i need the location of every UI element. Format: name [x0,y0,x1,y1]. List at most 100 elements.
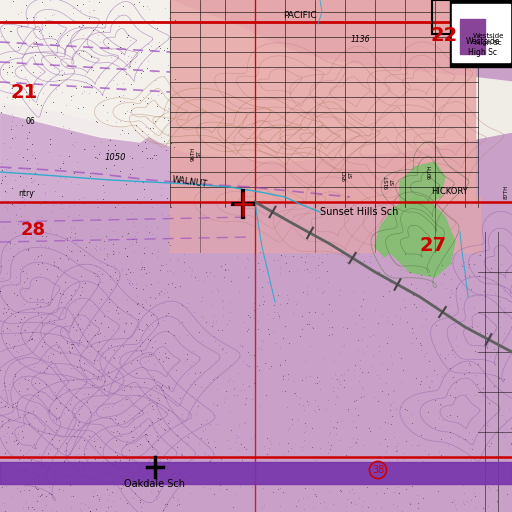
Point [486,352,494,360]
Point [72,413,80,421]
Point [1,402,9,410]
Point [496,381,504,389]
Point [139,285,147,293]
Point [87,62,95,71]
Point [154,486,162,495]
Point [206,419,215,428]
Point [301,484,309,492]
Point [237,440,245,449]
Point [20,300,28,308]
Point [447,289,456,297]
Point [140,244,148,252]
Point [112,274,120,282]
Point [93,203,101,211]
Point [148,154,156,162]
Point [186,361,194,370]
Point [139,303,147,311]
Point [66,152,74,160]
Point [280,371,288,379]
Point [121,180,130,188]
Point [248,395,257,403]
Point [116,494,124,502]
Point [23,274,31,283]
Point [74,310,82,318]
Point [15,474,24,482]
Point [358,368,367,376]
Point [226,375,234,383]
Point [451,501,459,509]
Point [330,370,338,378]
Point [45,147,53,156]
Point [148,230,157,239]
Point [444,350,452,358]
Point [399,296,407,304]
Point [79,103,87,112]
Point [8,110,16,118]
Point [260,296,268,305]
Point [86,507,94,512]
Point [507,439,512,447]
Point [128,471,136,479]
Point [129,154,137,162]
Point [6,239,14,247]
Point [292,266,301,274]
Point [325,430,333,438]
Point [254,344,262,352]
Point [323,267,331,275]
Point [164,482,173,490]
Point [143,461,151,469]
Point [50,63,58,72]
Point [447,259,455,267]
Point [241,400,249,408]
Point [23,285,31,293]
Point [153,223,161,231]
Point [75,480,83,488]
Point [4,423,12,432]
Point [380,462,389,470]
Point [390,386,398,394]
Point [57,298,66,306]
Point [57,290,66,298]
Point [73,336,81,345]
Point [50,318,58,326]
Point [209,400,218,409]
Point [223,484,231,493]
Text: 96TH
ST: 96TH ST [190,147,201,161]
Point [69,470,77,478]
Point [73,1,81,9]
Point [166,60,174,69]
Point [84,390,92,398]
Point [398,461,407,469]
Point [44,243,52,251]
Point [500,375,508,383]
Point [129,100,137,108]
Point [24,385,32,393]
Point [1,507,9,512]
Point [218,326,226,334]
Point [79,436,88,444]
Point [94,495,102,503]
Point [324,278,332,286]
Text: 1050: 1050 [104,153,126,161]
Point [31,33,39,41]
Point [80,380,88,389]
Point [90,381,98,389]
Point [102,495,111,503]
Point [59,409,68,417]
Point [77,272,86,280]
Point [117,49,125,57]
Point [25,221,33,229]
Point [261,359,269,367]
Point [53,272,61,280]
Point [45,32,53,40]
Point [67,492,75,500]
Point [360,392,368,400]
Point [29,380,37,388]
Point [167,34,176,42]
Point [80,366,88,374]
Point [53,477,61,485]
Point [2,165,10,173]
Point [59,285,67,293]
Point [464,260,473,268]
Point [90,437,98,445]
